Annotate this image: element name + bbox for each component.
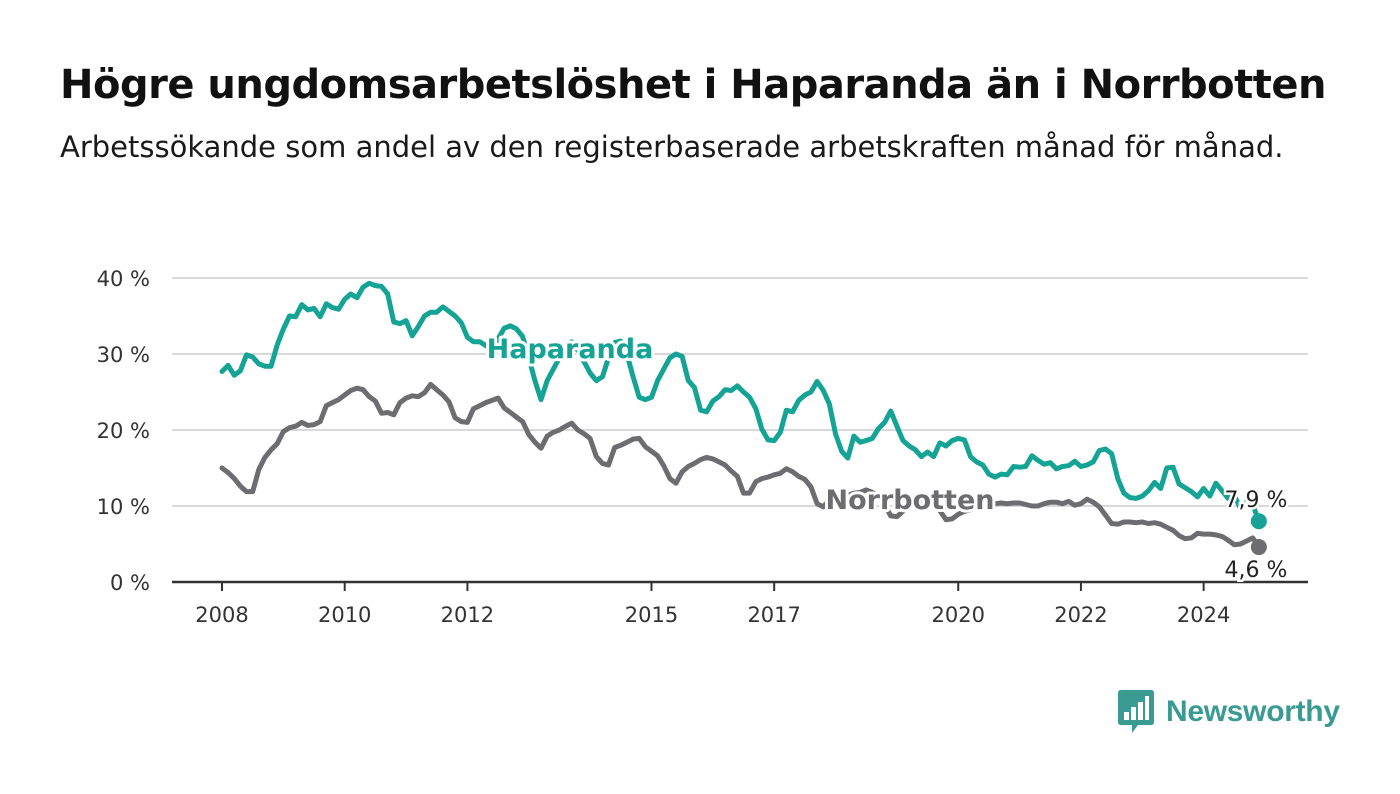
end-label-norrbotten: 4,6 % [1225, 558, 1288, 583]
x-tick-label: 2022 [1054, 603, 1107, 627]
newsworthy-logo: Newsworthy [1118, 690, 1340, 734]
y-tick-label: 40 % [97, 267, 150, 291]
y-axis-tick-labels: 0 % 10 % 20 % 30 % 40 % [97, 267, 150, 595]
series-lines [219, 280, 1262, 550]
x-tick-label: 2017 [747, 603, 800, 627]
series-label-norrbotten: Norrbotten [825, 485, 994, 516]
grid-lines [172, 277, 1308, 507]
y-tick-label: 0 % [110, 571, 150, 595]
brand-name: Newsworthy [1166, 695, 1340, 728]
series-label-haparanda: Haparanda [487, 334, 654, 365]
x-tick-label: 2024 [1177, 603, 1230, 627]
y-tick-label: 20 % [97, 419, 150, 443]
y-tick-label: 10 % [97, 495, 150, 519]
x-tick-label: 2015 [625, 603, 678, 627]
series-annotations: 7,9 % Haparanda 4,6 % Norrbotten [484, 331, 1290, 586]
x-axis: 2008 2010 2012 2015 2017 2020 2022 2024 [172, 580, 1308, 627]
x-tick-label: 2008 [195, 603, 248, 627]
end-point-haparanda [1250, 513, 1267, 530]
bar-chart-speech-icon [1118, 690, 1154, 733]
chart-title: Högre ungdomsarbetslöshet i Haparanda än… [60, 62, 1327, 108]
chart-subtitle: Arbetssökande som andel av den registerb… [60, 130, 1284, 164]
x-tick-label: 2020 [932, 603, 985, 627]
x-tick-label: 2010 [318, 603, 371, 627]
end-point-norrbotten [1250, 539, 1267, 556]
series-line-haparanda [219, 280, 1262, 524]
x-tick-label: 2012 [441, 603, 494, 627]
end-label-haparanda: 7,9 % [1225, 488, 1288, 513]
y-tick-label: 30 % [97, 343, 150, 367]
series-line-norrbotten [219, 381, 1262, 550]
